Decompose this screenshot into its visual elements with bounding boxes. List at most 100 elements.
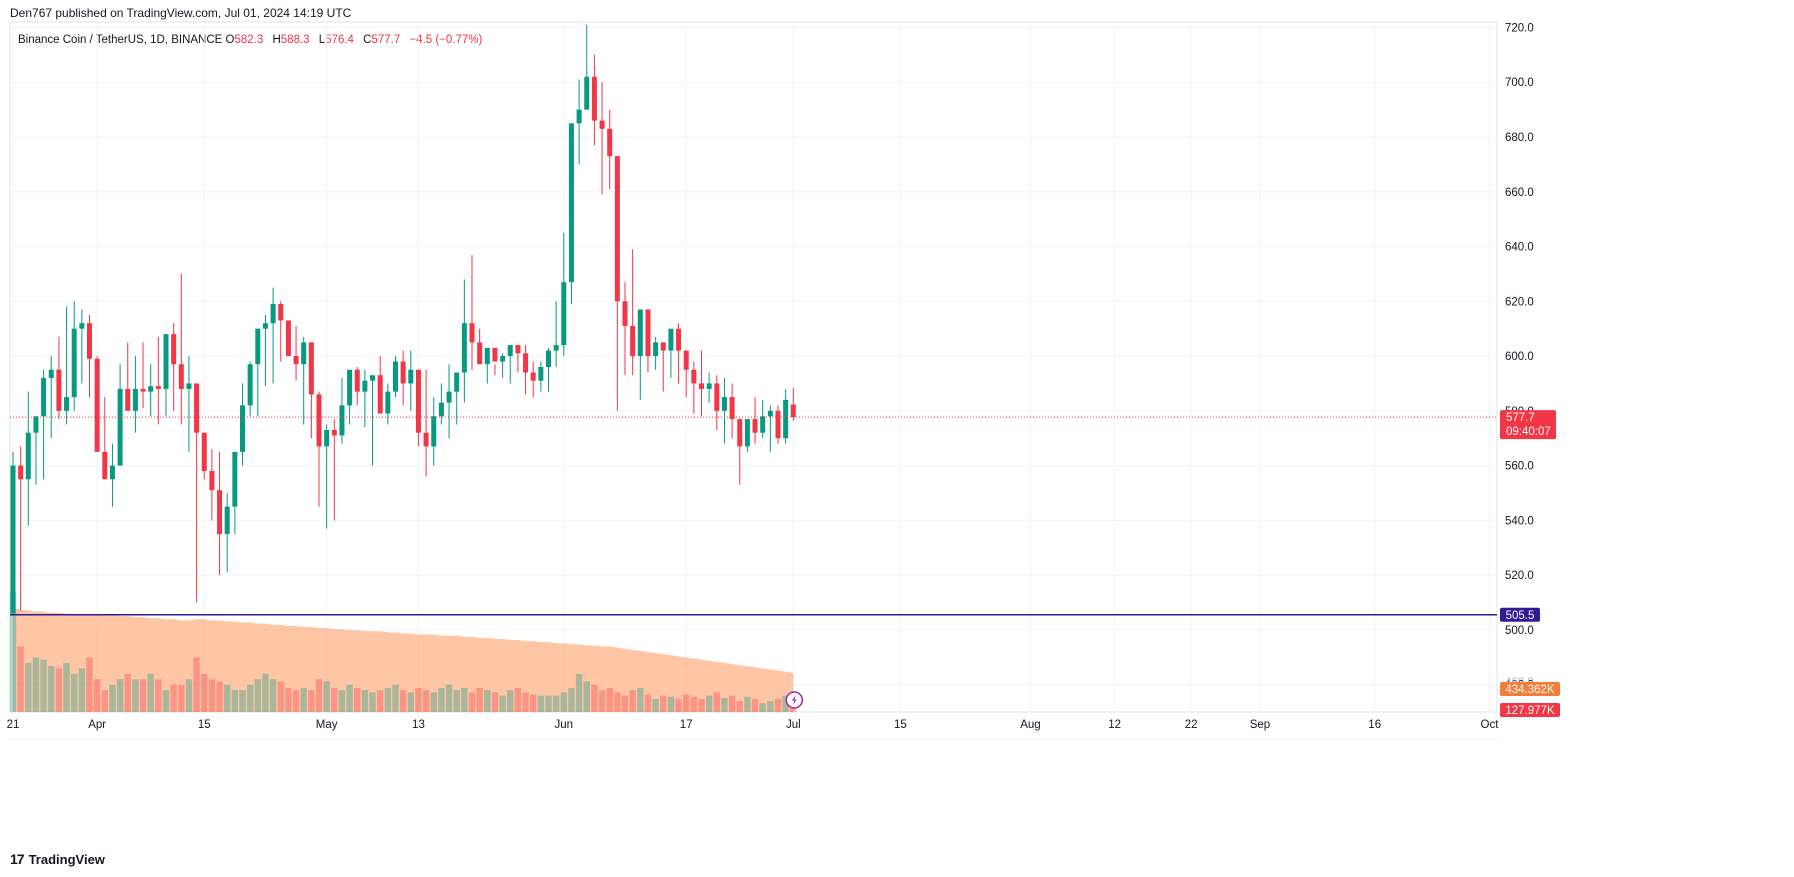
candle-body bbox=[653, 342, 659, 357]
candle-body bbox=[278, 304, 284, 321]
candle-body bbox=[699, 383, 704, 389]
x-tick-label: Jul bbox=[786, 719, 801, 731]
candle-body bbox=[64, 397, 70, 411]
volume-bar bbox=[32, 657, 40, 712]
candle-body bbox=[71, 328, 77, 398]
volume-bar bbox=[208, 679, 216, 712]
volume-bar bbox=[690, 696, 698, 712]
volume-bar bbox=[308, 690, 315, 712]
x-tick-label: Sep bbox=[1250, 719, 1270, 731]
volume-bar bbox=[438, 688, 445, 712]
volume-bar bbox=[422, 690, 430, 712]
last-price-label: 577.7 bbox=[1506, 412, 1535, 424]
candle-body bbox=[293, 356, 299, 365]
volume-bar bbox=[507, 690, 514, 712]
volume-bar bbox=[698, 698, 705, 712]
volume-bar bbox=[86, 657, 93, 712]
candle-body bbox=[668, 328, 674, 351]
volume-bar bbox=[71, 673, 78, 712]
candle-body bbox=[209, 471, 215, 491]
volume-bar bbox=[109, 684, 116, 712]
candle-body bbox=[484, 347, 490, 365]
candle-body bbox=[530, 372, 536, 381]
volume-bar bbox=[254, 679, 261, 712]
volume-bar bbox=[93, 679, 101, 712]
candle-body bbox=[33, 416, 39, 433]
tradingview-footer[interactable]: 17 TradingView bbox=[10, 851, 105, 867]
volume-bar bbox=[575, 673, 583, 712]
volume-bar bbox=[338, 690, 346, 712]
volume-bar bbox=[629, 690, 636, 712]
volume-bar bbox=[392, 684, 399, 712]
volume-bar bbox=[63, 662, 70, 712]
candle-body bbox=[454, 372, 460, 392]
y-tick-label: 600.0 bbox=[1505, 351, 1534, 363]
support-price-label: 505.5 bbox=[1506, 610, 1535, 622]
candle-body bbox=[178, 364, 184, 389]
x-tick-label: 12 bbox=[1108, 719, 1121, 731]
volume-bar bbox=[721, 697, 728, 712]
candle-body bbox=[94, 358, 100, 452]
candle-body bbox=[492, 347, 498, 362]
volume-bar bbox=[468, 692, 476, 712]
candle-body bbox=[308, 342, 314, 395]
candle-body bbox=[790, 404, 796, 418]
volume-bar bbox=[568, 688, 575, 712]
candle-body bbox=[125, 388, 131, 411]
tradingview-brand: TradingView bbox=[28, 851, 105, 867]
candle-body bbox=[775, 410, 781, 439]
candle-body bbox=[783, 399, 789, 439]
candle-body bbox=[599, 120, 605, 129]
volume-bar bbox=[461, 688, 468, 712]
volume-bar bbox=[675, 698, 682, 712]
symbol-text: Binance Coin / TetherUS, 1D, BINANCE bbox=[18, 34, 223, 46]
candle-body bbox=[132, 388, 138, 411]
candle-body bbox=[48, 369, 54, 378]
candle-body bbox=[446, 391, 452, 403]
candle-body bbox=[324, 429, 330, 447]
volume-bar bbox=[369, 692, 376, 712]
candle-body bbox=[56, 369, 62, 411]
candle-body bbox=[171, 334, 177, 365]
candle-body bbox=[354, 369, 360, 392]
close-value: 577.7 bbox=[371, 34, 401, 46]
volume-bar bbox=[728, 695, 736, 712]
candle-body bbox=[561, 282, 567, 346]
candle-body bbox=[140, 388, 146, 392]
volume-bar bbox=[178, 684, 185, 712]
volume-bar bbox=[537, 695, 545, 712]
candle-body bbox=[400, 361, 406, 384]
volume-bar bbox=[48, 666, 55, 712]
x-tick-label: 13 bbox=[412, 719, 425, 731]
volume-bar bbox=[774, 698, 782, 712]
y-tick-label: 700.0 bbox=[1505, 77, 1534, 89]
candle-body bbox=[461, 323, 467, 373]
candle-body bbox=[240, 405, 245, 452]
y-tick-label: 660.0 bbox=[1505, 187, 1534, 199]
volume-bar bbox=[767, 701, 774, 712]
close-label: C bbox=[363, 34, 372, 46]
candle-body bbox=[186, 383, 192, 389]
candle-body bbox=[706, 383, 712, 389]
volume-bar bbox=[713, 692, 720, 712]
volume-bar bbox=[285, 688, 292, 712]
volume-bar bbox=[300, 688, 307, 712]
volume-bar bbox=[667, 696, 675, 712]
candle-body bbox=[194, 383, 200, 433]
candle-body bbox=[721, 397, 727, 411]
candle-body bbox=[377, 375, 383, 414]
open-value: 582.3 bbox=[234, 34, 264, 46]
volume-bar bbox=[269, 679, 277, 712]
candle-body bbox=[201, 432, 207, 472]
volume-bar bbox=[683, 694, 690, 712]
candle-body bbox=[224, 506, 230, 535]
candle-body bbox=[591, 76, 597, 121]
candle-body bbox=[752, 419, 758, 433]
candle-body bbox=[744, 419, 750, 447]
x-tick-label: Aug bbox=[1020, 719, 1040, 731]
candle-body bbox=[18, 465, 24, 480]
volume-bar bbox=[430, 692, 437, 712]
y-tick-label: 680.0 bbox=[1505, 132, 1534, 144]
x-tick-label: 21 bbox=[7, 719, 20, 731]
